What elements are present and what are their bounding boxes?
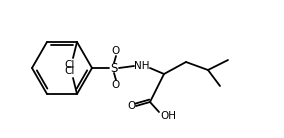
Text: O: O <box>112 46 120 56</box>
Text: O: O <box>112 80 120 90</box>
Text: OH: OH <box>160 111 176 121</box>
Text: O: O <box>127 101 135 111</box>
Text: Cl: Cl <box>65 66 75 76</box>
Text: NH: NH <box>134 61 150 71</box>
Text: Cl: Cl <box>65 60 75 70</box>
Text: S: S <box>110 62 118 75</box>
